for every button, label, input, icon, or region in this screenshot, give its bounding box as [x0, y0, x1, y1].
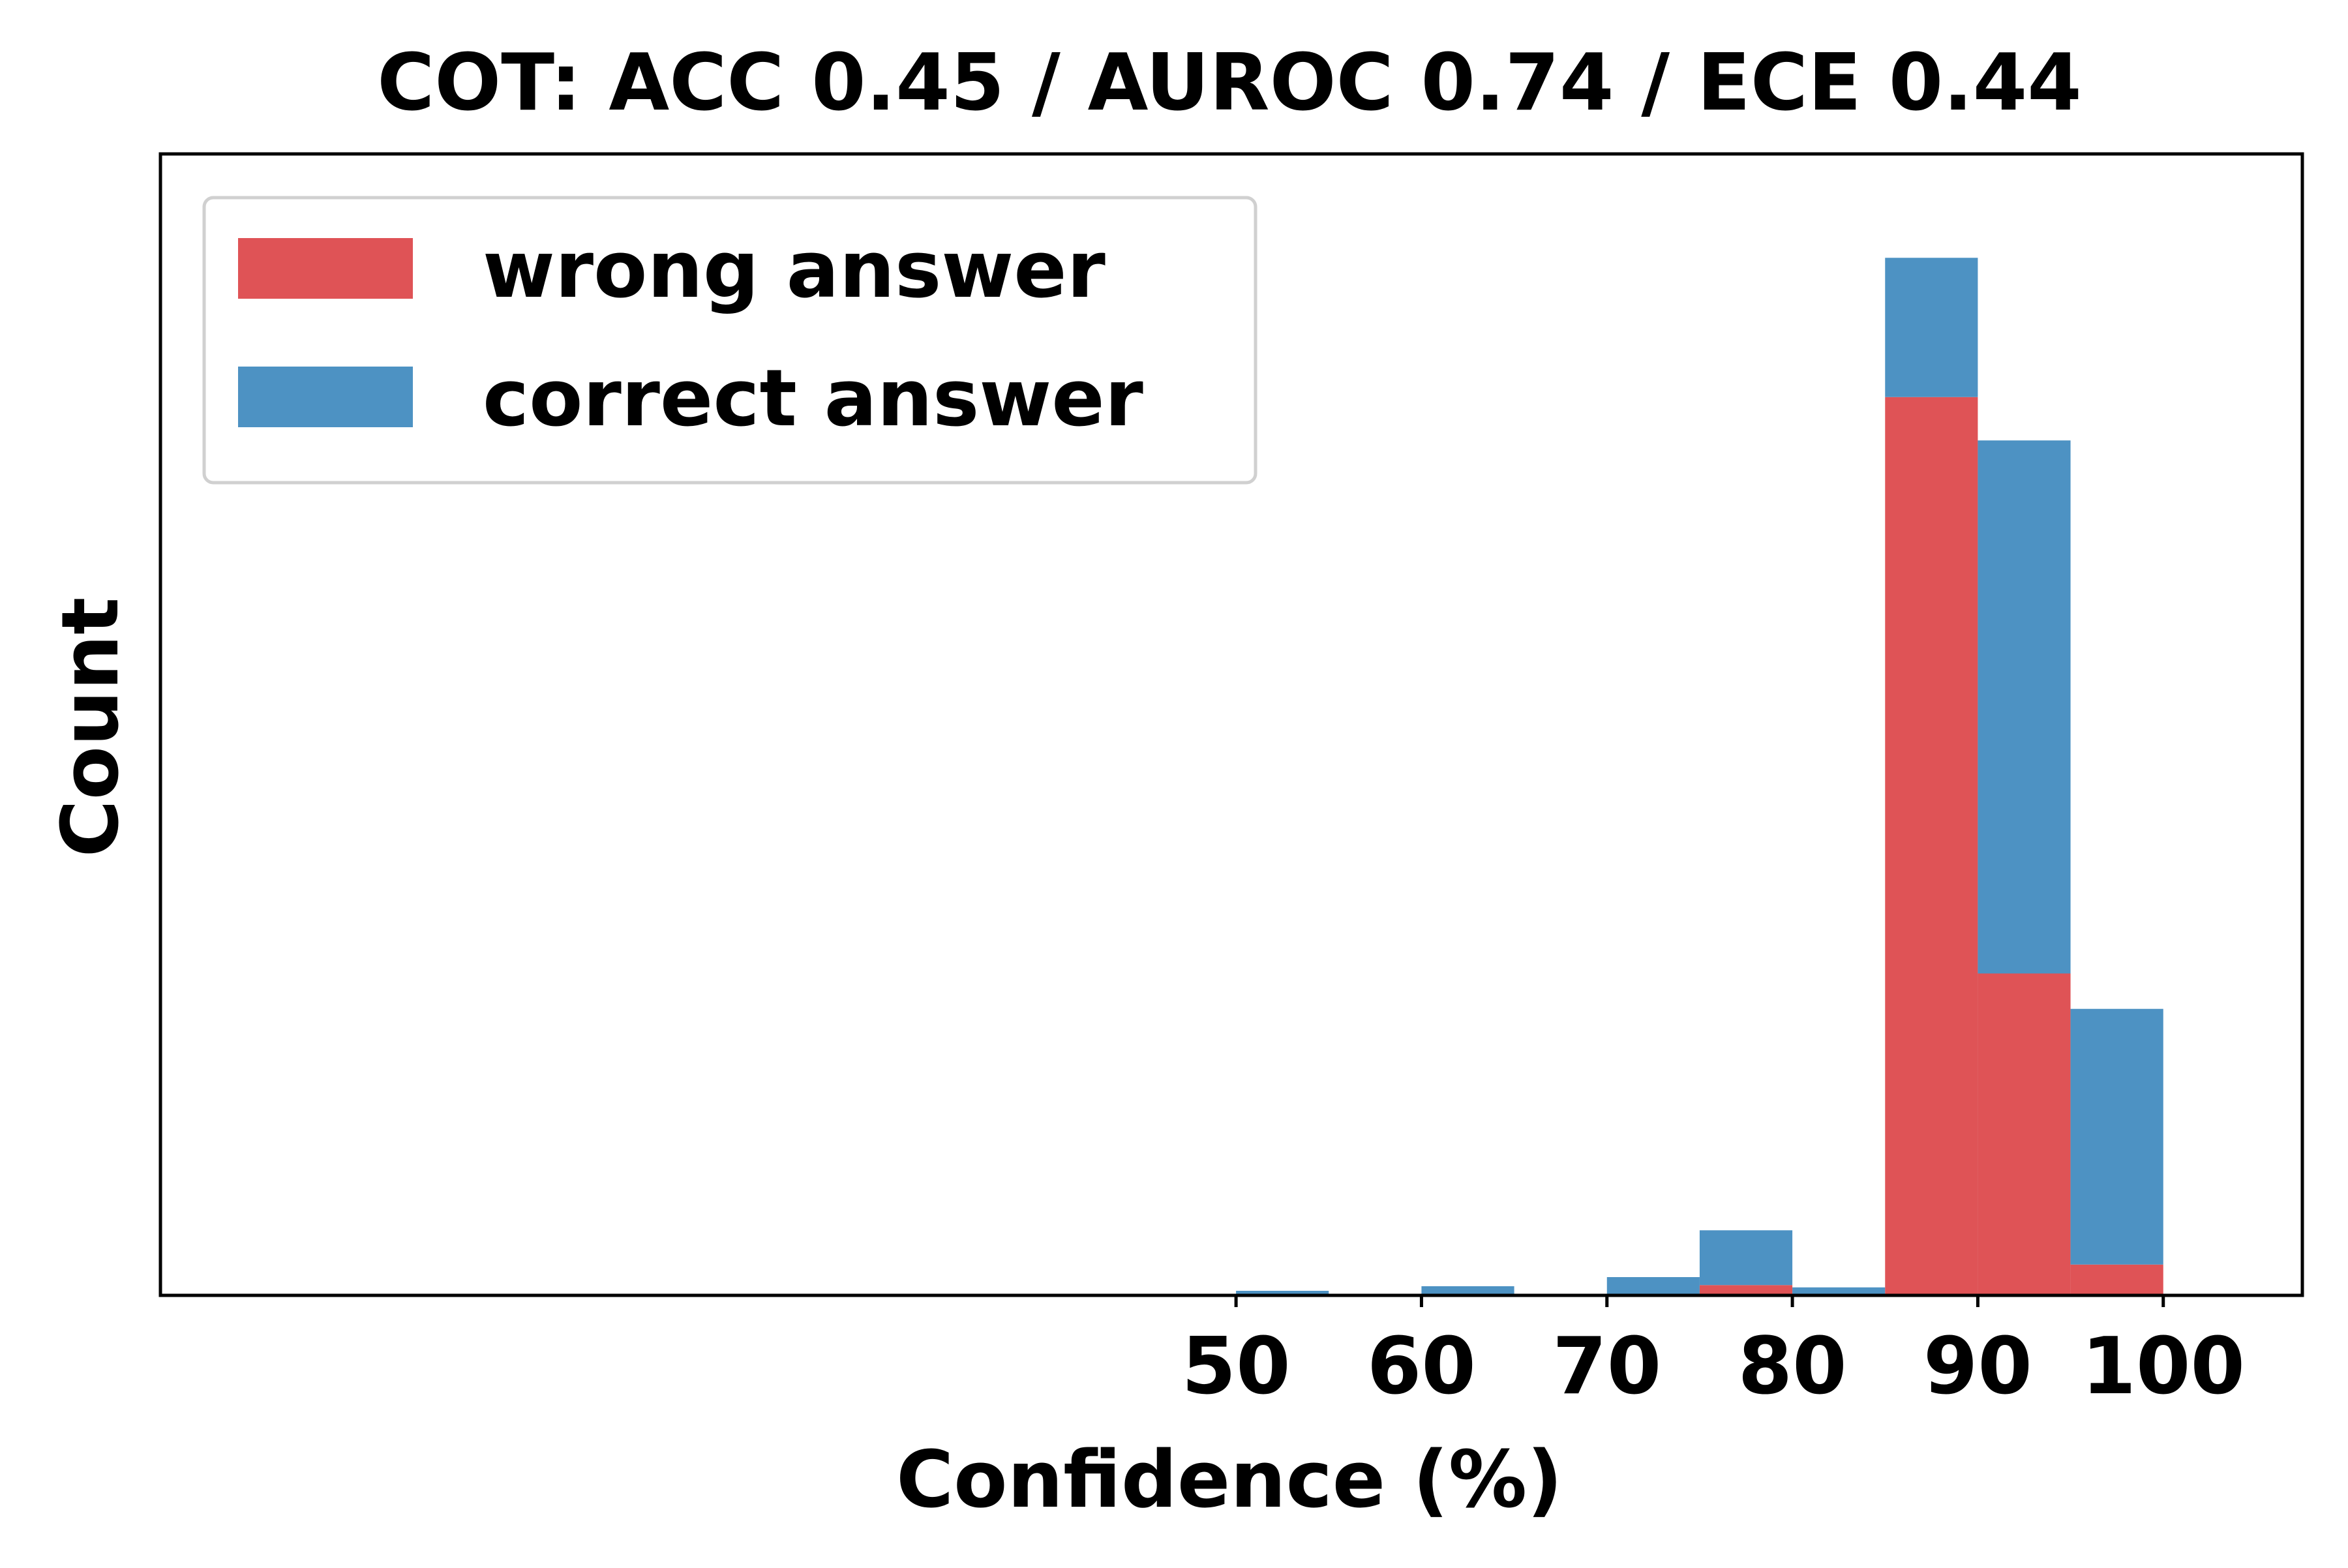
x-tick-label-60: 60: [1367, 1321, 1476, 1412]
x-tick-label-100: 100: [2082, 1321, 2246, 1412]
bar-wrong-answer-95: [2070, 1264, 2163, 1295]
bar-correct-answer-75: [1699, 1230, 1793, 1286]
legend: wrong answer correct answer: [202, 196, 1257, 485]
bar-correct-answer-60: [1421, 1286, 1514, 1295]
x-tick-label-90: 90: [1923, 1321, 2032, 1412]
legend-swatch-wrong-answer: [238, 238, 413, 299]
chart-title: COT: ACC 0.45 / AUROC 0.74 / ECE 0.44: [377, 38, 2082, 128]
y-axis-label: Count: [46, 597, 136, 858]
bar-correct-answer-85: [1885, 258, 1978, 397]
bar-correct-answer-80: [1792, 1287, 1886, 1295]
x-tick-label-70: 70: [1552, 1321, 1661, 1412]
legend-label-correct-answer: correct answer: [483, 354, 1143, 444]
bar-correct-answer-95: [2070, 1008, 2163, 1265]
plot-frame: [158, 152, 2304, 1297]
bars-layer: [1236, 258, 2163, 1295]
bar-wrong-answer-75: [1699, 1285, 1793, 1295]
legend-box: [202, 196, 1257, 485]
legend-swatch-correct-answer: [238, 367, 413, 427]
x-tick-label-80: 80: [1738, 1321, 1847, 1412]
bar-wrong-answer-90: [1978, 973, 2071, 1295]
legend-label-wrong-answer: wrong answer: [483, 225, 1106, 316]
x-tick-label-50: 50: [1182, 1321, 1291, 1412]
bar-correct-answer-70: [1606, 1277, 1700, 1295]
bar-wrong-answer-85: [1885, 397, 1978, 1295]
x-ticks: 50 60 70 80 90 100: [1182, 1295, 2245, 1412]
bar-correct-answer-50: [1236, 1291, 1329, 1295]
x-axis-label: Confidence (%): [896, 1435, 1563, 1526]
bar-correct-answer-90: [1978, 440, 2071, 974]
